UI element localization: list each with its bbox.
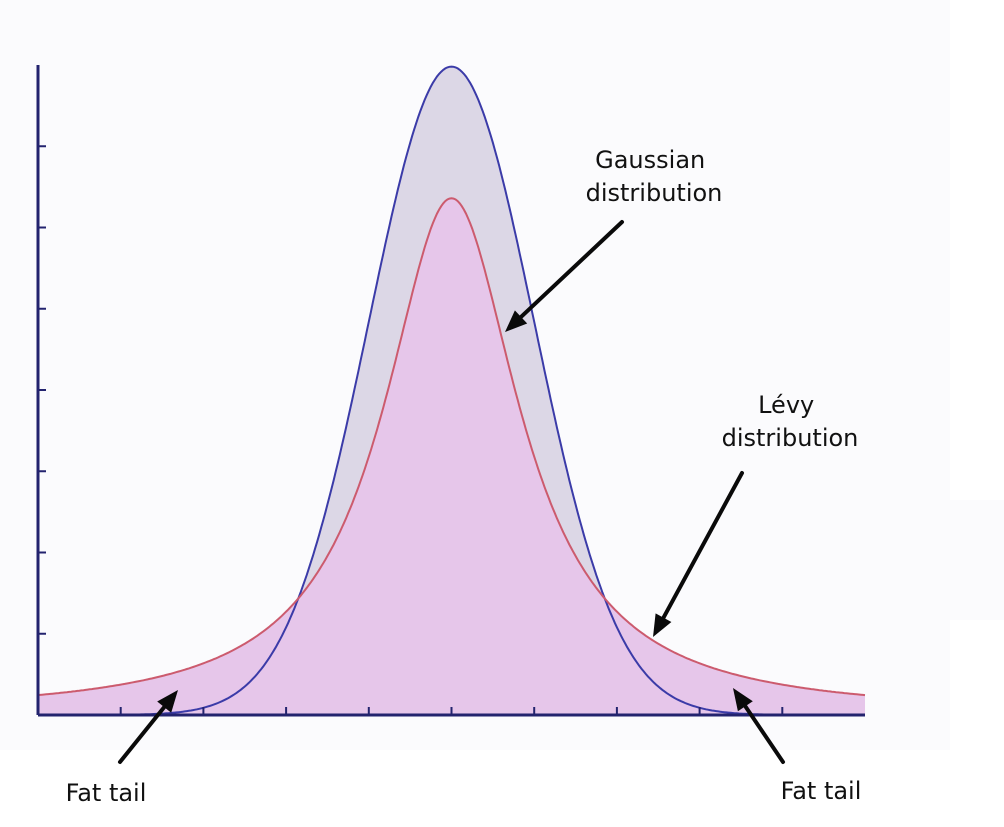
fill-layer xyxy=(38,66,865,716)
levy-arrow xyxy=(653,471,744,637)
levy-label-line-2: distribution xyxy=(722,424,859,452)
gaussian-arrow xyxy=(505,220,624,332)
axes xyxy=(36,65,865,717)
levy-fill xyxy=(38,198,865,716)
annotation-arrows xyxy=(118,220,785,764)
line-layer xyxy=(37,65,866,716)
levy-label: Lévy distribution xyxy=(722,391,859,452)
gaussian-curve xyxy=(38,65,865,716)
fat-tail-right-arrow xyxy=(733,688,785,764)
fat-tail-left-label: Fat tail xyxy=(66,779,147,807)
plot-background-strip xyxy=(950,500,1004,620)
gaussian-label-line-2: distribution xyxy=(586,179,723,207)
fat-tail-right-label: Fat tail xyxy=(781,777,862,805)
levy-label-line-1: Lévy xyxy=(758,391,814,419)
levy-curve xyxy=(37,197,866,697)
fat-tail-left-arrow xyxy=(118,690,178,764)
gaussian-label-line-1: Gaussian xyxy=(595,146,705,174)
gaussian-label: Gaussian distribution xyxy=(586,146,723,207)
